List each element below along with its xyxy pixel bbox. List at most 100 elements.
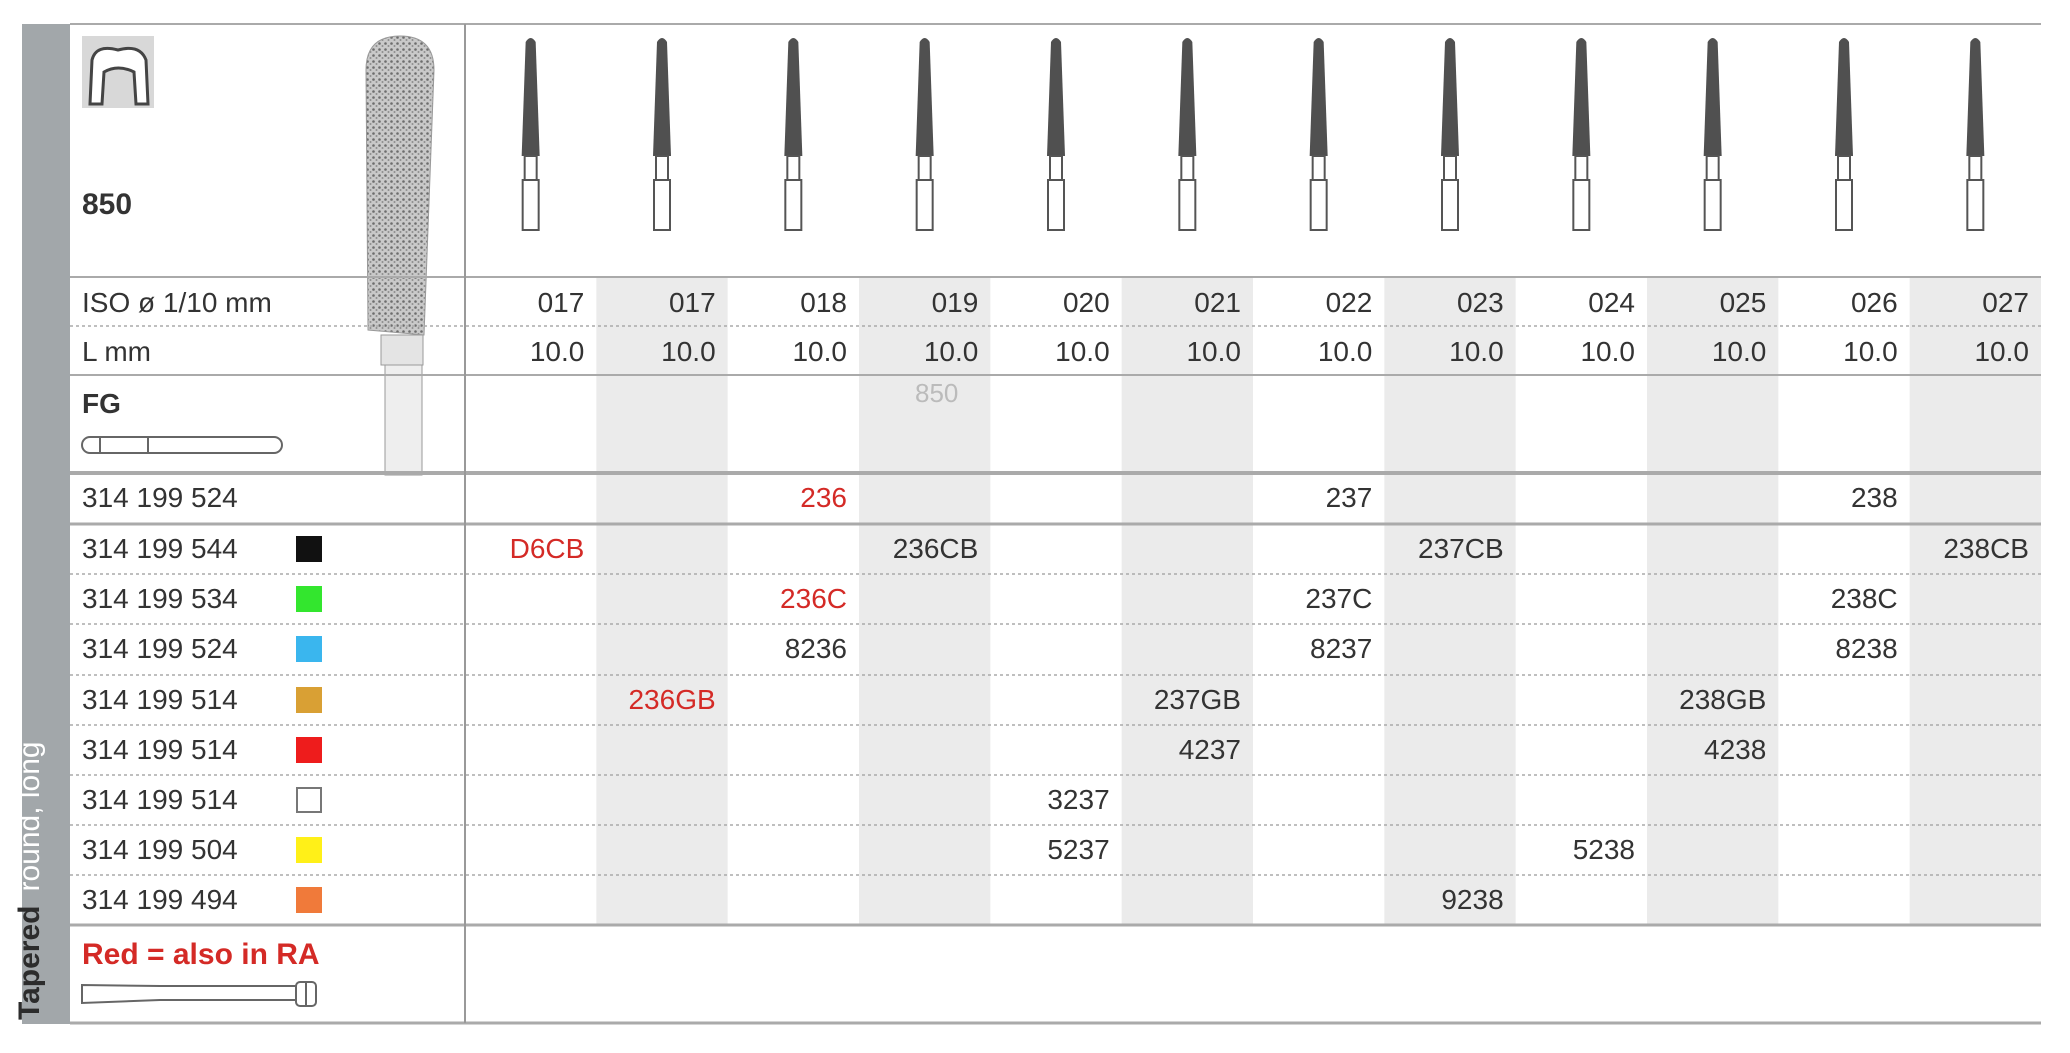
item-number: 238 xyxy=(1850,482,1898,513)
length: 10.0 xyxy=(1449,336,1504,367)
bur-shank xyxy=(521,179,540,231)
item-number: 238C xyxy=(1830,583,1898,614)
big-bur xyxy=(365,35,435,476)
bur-head xyxy=(1309,38,1328,156)
bur-head xyxy=(1047,38,1065,156)
side-label: Tapered round, long xyxy=(13,741,46,1020)
bur-neck xyxy=(1049,155,1063,181)
length: 10.0 xyxy=(1974,336,2029,367)
bur-neck xyxy=(523,155,538,181)
iso-size: 027 xyxy=(1982,287,2029,318)
grit-swatch xyxy=(296,536,322,562)
bur-neck xyxy=(1837,155,1851,181)
grit-swatch xyxy=(296,737,322,763)
item-number: 8236 xyxy=(784,633,847,664)
bur-head xyxy=(1966,38,1985,156)
column-shade xyxy=(1384,277,1516,925)
item-number: 4238 xyxy=(1704,734,1767,765)
item-number: 238GB xyxy=(1679,684,1767,715)
item-number: 236GB xyxy=(628,684,716,715)
bur-neck xyxy=(1574,155,1589,181)
iso-size: 024 xyxy=(1588,287,1635,318)
bur-shank xyxy=(1703,179,1722,231)
ra-shank-icon xyxy=(81,981,317,1007)
length: 10.0 xyxy=(1580,336,1635,367)
length: 10.0 xyxy=(1843,336,1898,367)
length: 10.0 xyxy=(1055,336,1110,367)
length: 10.0 xyxy=(792,336,847,367)
bur-neck xyxy=(917,155,932,181)
grit-swatch xyxy=(296,586,322,612)
grit-swatch xyxy=(296,887,322,913)
bur-shank xyxy=(915,179,934,231)
order-code: 314 199 524 xyxy=(82,482,238,513)
order-code: 314 199 494 xyxy=(82,884,238,915)
iso-size: 020 xyxy=(1062,287,1110,318)
bur-shank xyxy=(1966,179,1985,231)
bur-head xyxy=(1572,38,1591,156)
item-number: 236CB xyxy=(892,533,979,564)
item-number: 236 xyxy=(800,482,847,513)
bur-neck xyxy=(1705,155,1720,181)
item-number: 8237 xyxy=(1310,633,1373,664)
iso-size: 023 xyxy=(1456,287,1504,318)
iso-size: 026 xyxy=(1850,287,1898,318)
length: 10.0 xyxy=(1711,336,1767,367)
grit-swatch xyxy=(296,787,322,813)
iso-size: 021 xyxy=(1194,287,1241,318)
length: 10.0 xyxy=(529,336,585,367)
column-shade xyxy=(1121,277,1253,925)
side-band xyxy=(22,24,70,1024)
bur-neck xyxy=(655,155,669,181)
grit-swatch xyxy=(296,837,322,863)
item-number: 236C xyxy=(780,583,847,614)
bur-shank xyxy=(1178,179,1197,231)
bur-shank xyxy=(1047,179,1065,231)
bur-shank xyxy=(1572,179,1591,231)
order-code: 314 199 504 xyxy=(82,834,238,865)
length-label: L mm xyxy=(82,336,151,367)
bur-neck xyxy=(1311,155,1326,181)
column-shade xyxy=(596,277,728,925)
bur-neck xyxy=(1180,155,1195,181)
item-number: 9238 xyxy=(1441,884,1504,915)
bur-shank xyxy=(653,179,671,231)
bur-neck xyxy=(786,155,801,181)
bur-head xyxy=(1441,38,1459,156)
column-shade xyxy=(1647,277,1779,925)
item-number: 3237 xyxy=(1047,784,1110,815)
iso-size: 018 xyxy=(800,287,847,318)
length: 10.0 xyxy=(1186,336,1241,367)
product-code: 850 xyxy=(82,188,133,221)
grit-swatch xyxy=(296,636,322,662)
iso-label: ISO ø 1/10 mm xyxy=(82,287,272,318)
order-code: 314 199 514 xyxy=(82,734,238,765)
item-number: 237GB xyxy=(1153,684,1241,715)
bur-neck xyxy=(1968,155,1983,181)
item-number: D6CB xyxy=(509,533,585,564)
length: 10.0 xyxy=(923,336,979,367)
shank-label: FG xyxy=(82,388,121,419)
side-label-bold: Tapered xyxy=(13,905,46,1020)
order-code: 314 199 514 xyxy=(82,684,238,715)
order-code: 314 199 524 xyxy=(82,633,238,664)
column-shade xyxy=(859,277,991,925)
iso-size: 019 xyxy=(931,287,979,318)
column-shade xyxy=(1909,277,2041,925)
grit-swatch xyxy=(296,687,322,713)
item-number: 237C xyxy=(1305,583,1373,614)
item-number: 5237 xyxy=(1047,834,1110,865)
bur-shank xyxy=(1441,179,1459,231)
bur-shank xyxy=(784,179,803,231)
bur-shank xyxy=(1835,179,1853,231)
bur-head xyxy=(915,38,934,156)
iso-size: 025 xyxy=(1719,287,1767,318)
item-number: 5238 xyxy=(1572,834,1635,865)
length: 10.0 xyxy=(1317,336,1373,367)
order-code: 314 199 534 xyxy=(82,583,238,614)
order-code: 314 199 514 xyxy=(82,784,238,815)
bur-head xyxy=(1835,38,1853,156)
ghost-code: 850 xyxy=(915,378,959,408)
